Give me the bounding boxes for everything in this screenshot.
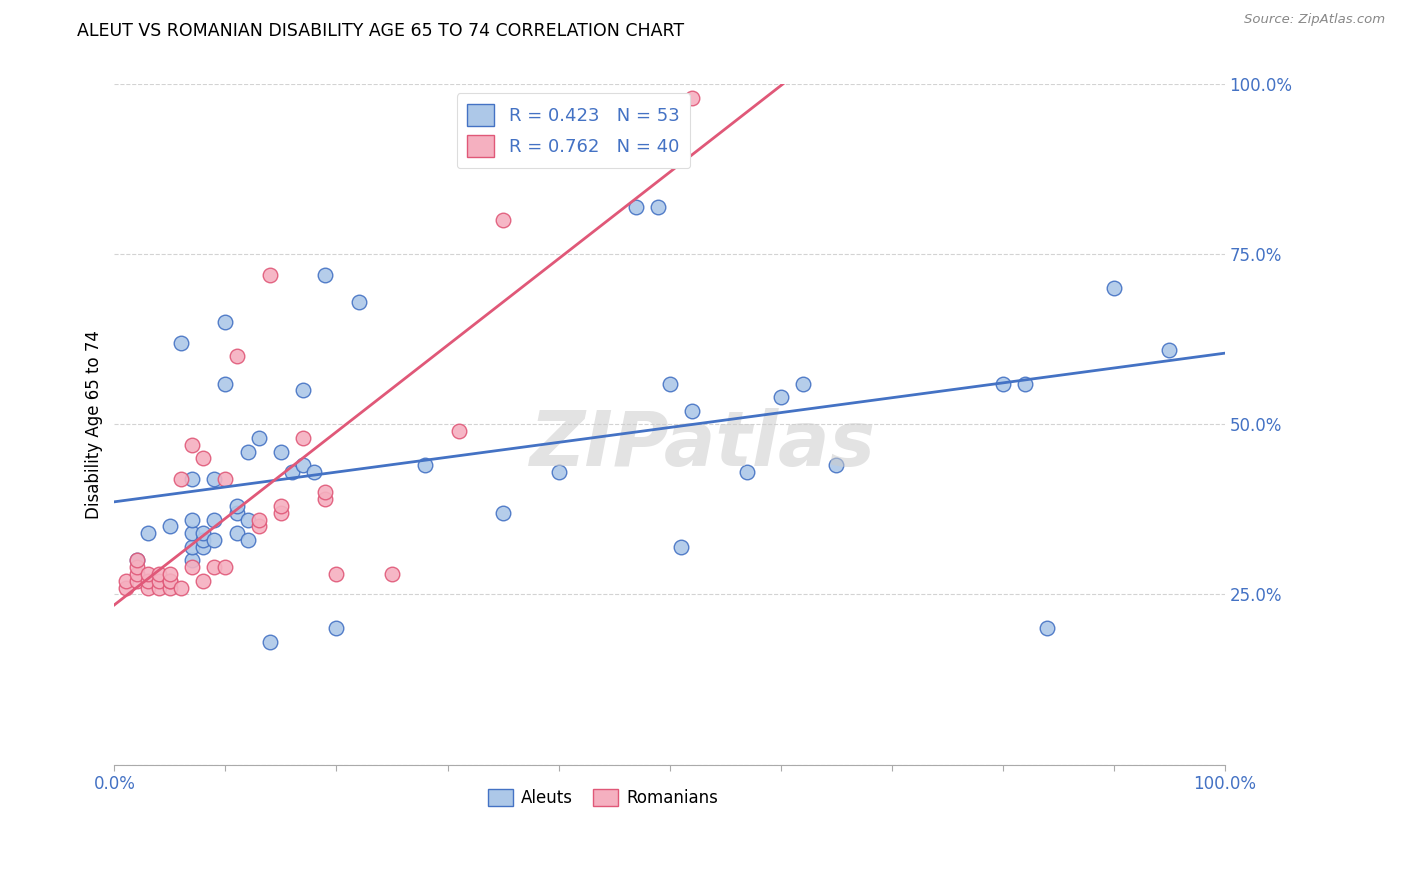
- Point: [193, 540, 215, 554]
- Point: [769, 390, 792, 404]
- Point: [181, 553, 204, 567]
- Point: [325, 622, 347, 636]
- Point: [292, 384, 315, 398]
- Point: [270, 444, 292, 458]
- Point: [325, 567, 347, 582]
- Point: [681, 91, 703, 105]
- Point: [247, 519, 270, 533]
- Point: [114, 574, 136, 588]
- Point: [159, 574, 181, 588]
- Point: [669, 540, 692, 554]
- Point: [381, 567, 404, 582]
- Point: [347, 295, 370, 310]
- Point: [626, 200, 648, 214]
- Point: [314, 492, 336, 507]
- Point: [125, 567, 148, 582]
- Point: [247, 431, 270, 445]
- Point: [159, 567, 181, 582]
- Point: [247, 513, 270, 527]
- Point: [125, 574, 148, 588]
- Point: [492, 213, 515, 227]
- Text: ALEUT VS ROMANIAN DISABILITY AGE 65 TO 74 CORRELATION CHART: ALEUT VS ROMANIAN DISABILITY AGE 65 TO 7…: [77, 22, 685, 40]
- Point: [292, 458, 315, 473]
- Point: [181, 472, 204, 486]
- Point: [447, 424, 470, 438]
- Point: [259, 635, 281, 649]
- Point: [181, 540, 204, 554]
- Point: [202, 472, 225, 486]
- Point: [148, 567, 170, 582]
- Y-axis label: Disability Age 65 to 74: Disability Age 65 to 74: [86, 330, 103, 519]
- Point: [159, 574, 181, 588]
- Point: [292, 431, 315, 445]
- Point: [413, 458, 436, 473]
- Point: [270, 499, 292, 513]
- Point: [314, 485, 336, 500]
- Point: [304, 465, 326, 479]
- Point: [136, 581, 159, 595]
- Point: [259, 268, 281, 282]
- Point: [159, 519, 181, 533]
- Point: [1036, 622, 1059, 636]
- Point: [114, 581, 136, 595]
- Point: [159, 581, 181, 595]
- Point: [202, 513, 225, 527]
- Point: [492, 506, 515, 520]
- Point: [214, 560, 236, 574]
- Point: [136, 526, 159, 541]
- Point: [125, 553, 148, 567]
- Text: Source: ZipAtlas.com: Source: ZipAtlas.com: [1244, 13, 1385, 27]
- Point: [202, 560, 225, 574]
- Point: [170, 335, 193, 350]
- Point: [214, 316, 236, 330]
- Point: [225, 526, 247, 541]
- Point: [225, 499, 247, 513]
- Point: [148, 581, 170, 595]
- Point: [181, 560, 204, 574]
- Point: [125, 553, 148, 567]
- Point: [125, 560, 148, 574]
- Point: [1102, 281, 1125, 295]
- Point: [136, 574, 159, 588]
- Point: [236, 513, 259, 527]
- Point: [647, 104, 669, 119]
- Legend: Aleuts, Romanians: Aleuts, Romanians: [481, 782, 725, 814]
- Point: [1014, 376, 1036, 391]
- Point: [136, 567, 159, 582]
- Point: [647, 200, 669, 214]
- Point: [735, 465, 758, 479]
- Point: [792, 376, 814, 391]
- Point: [281, 465, 304, 479]
- Point: [547, 465, 569, 479]
- Text: ZIPatlas: ZIPatlas: [530, 408, 876, 482]
- Point: [270, 506, 292, 520]
- Point: [314, 268, 336, 282]
- Point: [825, 458, 848, 473]
- Point: [214, 376, 236, 391]
- Point: [148, 574, 170, 588]
- Point: [170, 472, 193, 486]
- Point: [236, 444, 259, 458]
- Point: [193, 451, 215, 466]
- Point: [225, 506, 247, 520]
- Point: [991, 376, 1014, 391]
- Point: [181, 513, 204, 527]
- Point: [193, 574, 215, 588]
- Point: [170, 581, 193, 595]
- Point: [193, 526, 215, 541]
- Point: [1159, 343, 1181, 357]
- Point: [236, 533, 259, 547]
- Point: [214, 472, 236, 486]
- Point: [202, 533, 225, 547]
- Point: [225, 350, 247, 364]
- Point: [193, 533, 215, 547]
- Point: [658, 376, 681, 391]
- Point: [181, 438, 204, 452]
- Point: [681, 404, 703, 418]
- Point: [181, 526, 204, 541]
